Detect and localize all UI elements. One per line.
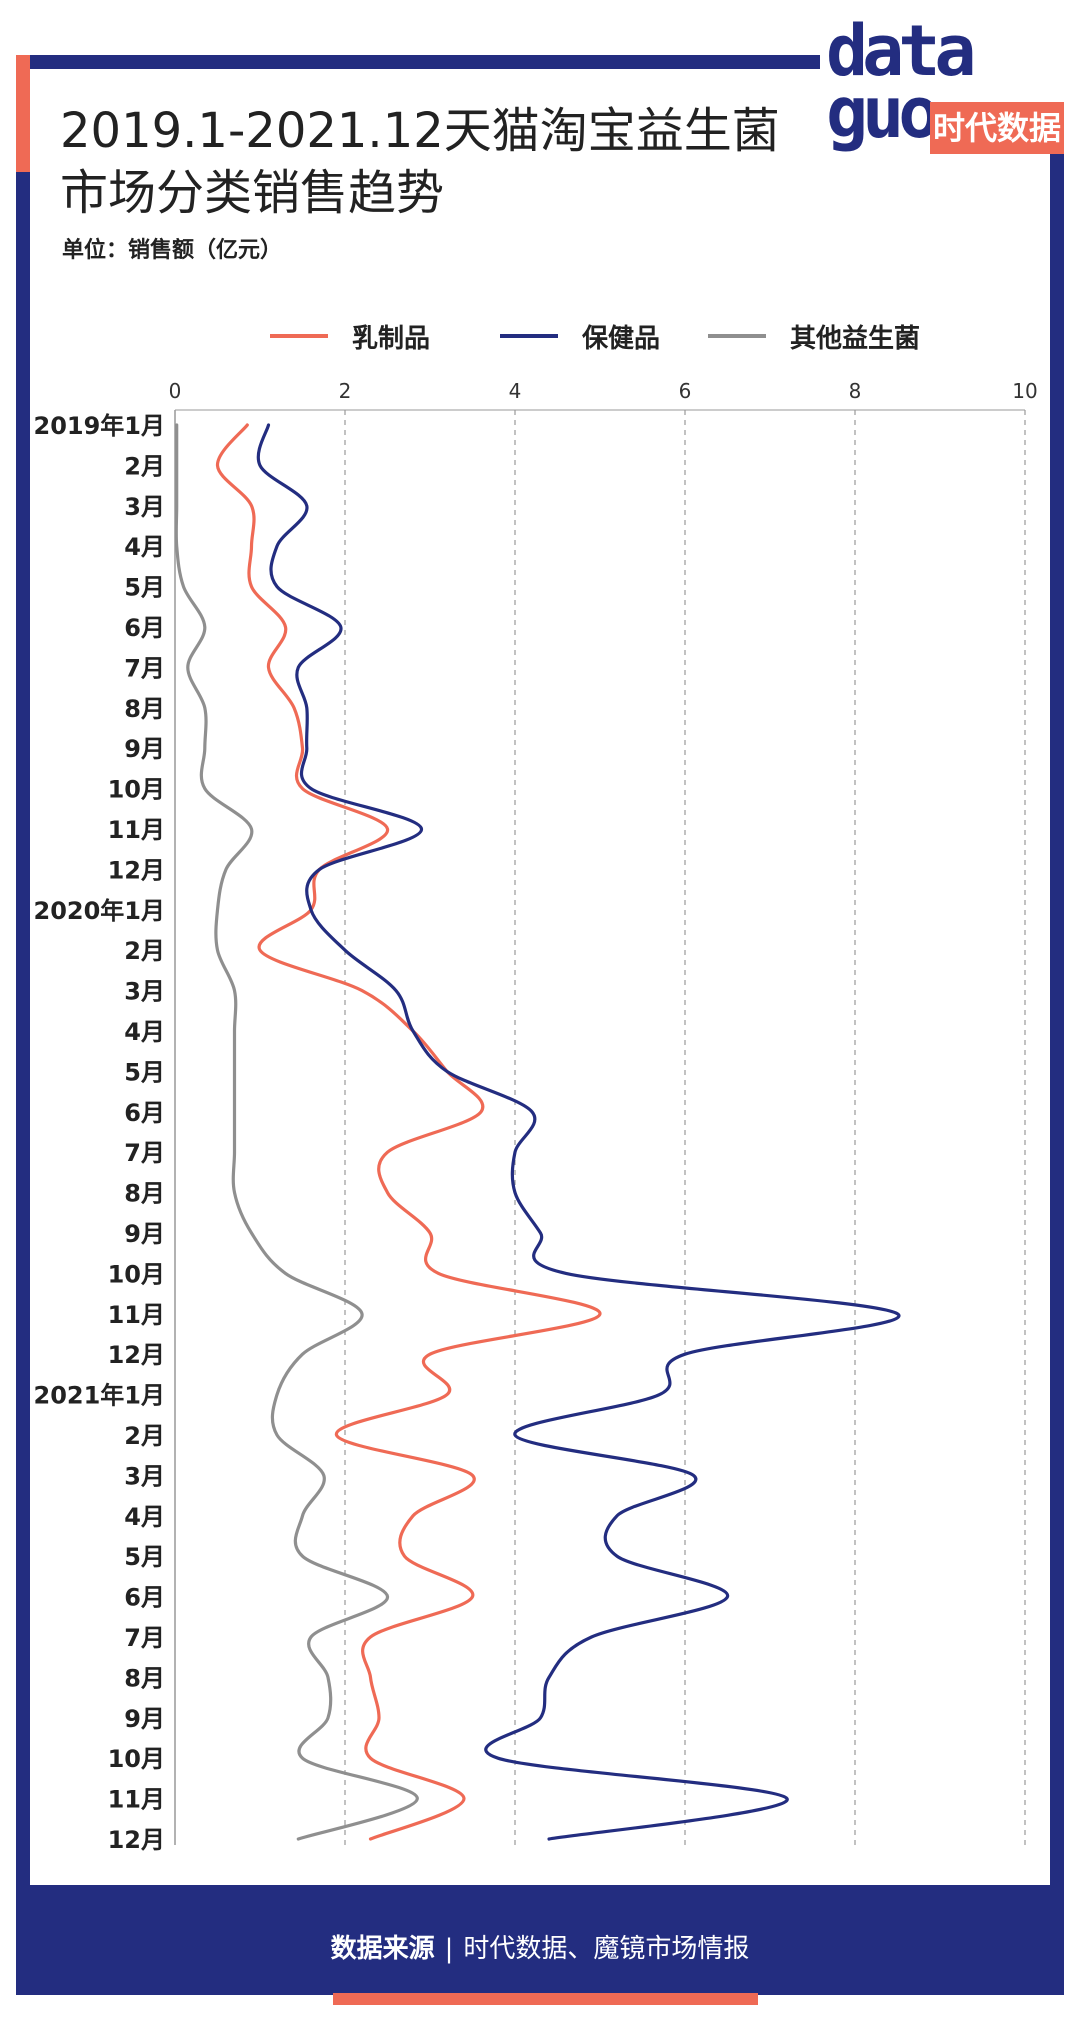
footer-bar <box>16 1885 1064 1995</box>
frame-left-accent <box>16 55 30 172</box>
y-tick-label: 6月 <box>124 1099 165 1127</box>
frame-right-bar <box>1050 150 1064 1910</box>
legend-label-other: 其他益生菌 <box>790 323 921 354</box>
x-tick-label: 8 <box>849 379 862 403</box>
y-tick-label: 2019年1月 <box>34 412 166 440</box>
legend-label-dairy: 乳制品 <box>352 323 431 354</box>
series-line-other <box>174 423 419 1841</box>
y-tick-label: 9月 <box>124 1705 165 1733</box>
footer-accent <box>333 1993 758 2005</box>
y-tick-label: 11月 <box>108 1786 165 1814</box>
y-tick-label: 10月 <box>108 776 165 804</box>
y-tick-label: 3月 <box>124 978 165 1006</box>
x-tick-label: 6 <box>679 379 692 403</box>
y-tick-label: 2月 <box>124 452 165 480</box>
y-tick-label: 8月 <box>124 695 165 723</box>
y-tick-label: 11月 <box>108 1301 165 1329</box>
y-tick-label: 11月 <box>108 816 165 844</box>
y-tick-label: 6月 <box>124 614 165 642</box>
footer-source-text: 时代数据、魔镜市场情报 <box>463 1934 750 1964</box>
x-tick-label: 2 <box>339 379 352 403</box>
chart-legend: 乳制品 保健品 其他益生菌 <box>0 318 1080 354</box>
y-tick-label: 7月 <box>124 654 165 682</box>
legend-swatch-health <box>500 334 558 338</box>
x-tick-label: 10 <box>1012 379 1037 403</box>
y-tick-label: 4月 <box>124 1503 165 1531</box>
y-tick-label: 8月 <box>124 1664 165 1692</box>
logo-word-bottom: guo <box>826 72 940 154</box>
y-tick-label: 5月 <box>124 1058 165 1086</box>
frame-left-bar <box>16 55 30 1910</box>
brand-logo: data guo 时代数据 <box>826 16 1066 166</box>
y-tick-label: 6月 <box>124 1584 165 1612</box>
y-tick-label: 3月 <box>124 1462 165 1490</box>
x-tick-label: 0 <box>169 379 182 403</box>
y-tick-label: 4月 <box>124 533 165 561</box>
y-tick-label: 5月 <box>124 574 165 602</box>
y-tick-label: 4月 <box>124 1018 165 1046</box>
footer-separator: | <box>444 1934 454 1964</box>
line-chart: 0 2 4 6 8 10 2019年1月 2月 3月 4月 5月 6月 7月 8月 9月 10月 11月 12月 2… <box>34 379 1038 1854</box>
title-line-1: 2019.1-2021.12天猫淘宝益生菌 <box>60 103 780 159</box>
y-tick-label: 3月 <box>124 493 165 521</box>
logo-word-top: data <box>826 10 977 92</box>
y-tick-label: 7月 <box>124 1139 165 1167</box>
y-tick-label: 2月 <box>124 937 165 965</box>
y-tick-label: 9月 <box>124 735 165 763</box>
y-tick-label: 12月 <box>108 1826 165 1854</box>
y-tick-label: 10月 <box>108 1260 165 1288</box>
unit-label: 单位：销售额（亿元） <box>62 238 283 263</box>
title-line-2: 市场分类销售趋势 <box>60 165 445 221</box>
series-line-dairy <box>215 423 602 1841</box>
x-tick-label: 4 <box>509 379 522 403</box>
y-tick-label: 2020年1月 <box>34 897 166 925</box>
y-tick-label: 12月 <box>108 856 165 884</box>
y-tick-label: 10月 <box>108 1745 165 1773</box>
series-line-health <box>256 423 901 1841</box>
legend-label-health: 保健品 <box>582 323 661 354</box>
y-tick-label: 7月 <box>124 1624 165 1652</box>
legend-item-dairy: 乳制品 <box>270 318 430 354</box>
legend-swatch-dairy <box>270 334 328 338</box>
footer-source: 数据来源 | 时代数据、魔镜市场情报 <box>0 1928 1080 1965</box>
legend-item-other: 其他益生菌 <box>708 318 920 354</box>
frame-top-bar <box>30 55 820 69</box>
y-tick-label: 8月 <box>124 1180 165 1208</box>
y-tick-label: 12月 <box>108 1341 165 1369</box>
page-title: 2019.1-2021.12天猫淘宝益生菌 市场分类销售趋势 <box>60 100 780 224</box>
y-tick-label: 2021年1月 <box>34 1382 166 1410</box>
y-tick-label: 2月 <box>124 1422 165 1450</box>
y-tick-label: 9月 <box>124 1220 165 1248</box>
logo-tag: 时代数据 <box>930 102 1064 154</box>
y-tick-label: 5月 <box>124 1543 165 1571</box>
footer-source-label: 数据来源 <box>330 1934 435 1964</box>
legend-item-health: 保健品 <box>500 318 660 354</box>
legend-swatch-other <box>708 334 766 338</box>
